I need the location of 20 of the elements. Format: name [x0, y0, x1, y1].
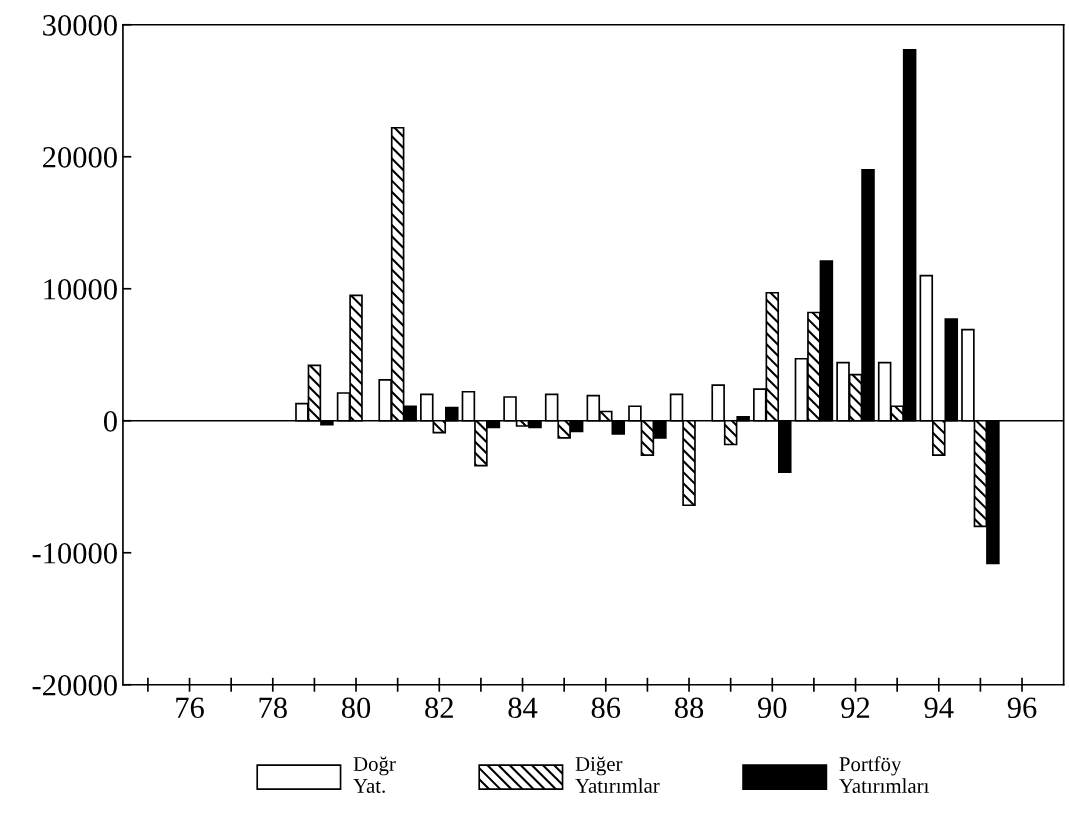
x-tick-label: 94: [924, 697, 954, 719]
x-tick-label: 88: [674, 697, 704, 719]
y-tick-label: 10000: [44, 279, 117, 300]
y-tick-label: 20000: [43, 147, 117, 168]
x-tick-label: 84: [508, 697, 538, 719]
x-tick-label: 76: [176, 697, 204, 719]
y-tick-label: 30000: [43, 15, 117, 36]
x-tick-label: 90: [757, 697, 787, 719]
x-tick-label: 78: [259, 697, 287, 719]
legend-label: Portföy Yatırımları: [839, 756, 929, 794]
legend-label: Doğr Yat.: [353, 756, 396, 793]
x-tick-label: 82: [425, 697, 453, 719]
x-tick-label: 96: [1007, 697, 1037, 719]
x-tick-label: 80: [341, 697, 371, 719]
x-tick-label: 86: [591, 697, 621, 719]
y-tick-label: -10000: [32, 543, 117, 564]
x-tick-label: 92: [841, 697, 870, 719]
legend-label: Diğer Yatırımlar: [575, 756, 660, 793]
y-tick-label: 0: [103, 411, 117, 432]
y-tick-label: -20000: [32, 675, 117, 696]
